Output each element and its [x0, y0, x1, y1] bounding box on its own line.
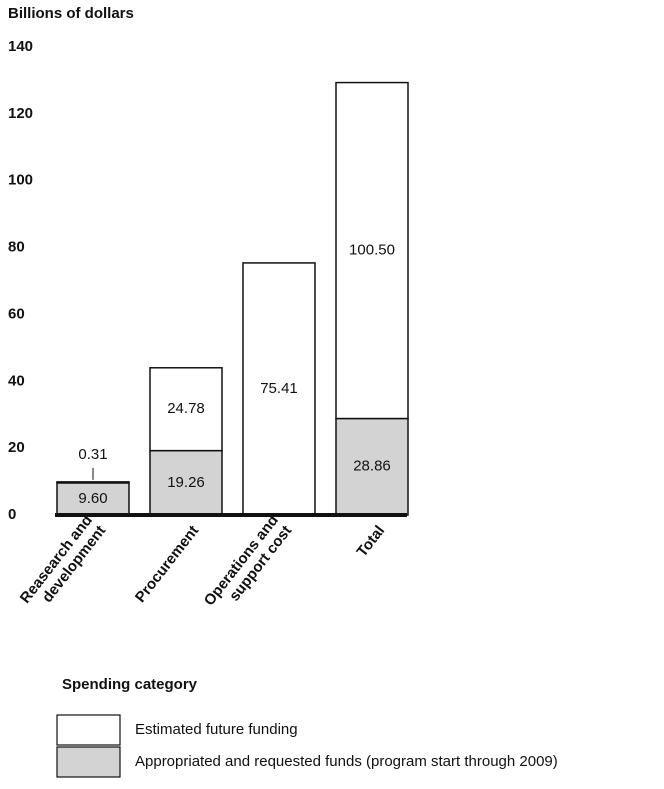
- bar-segment: [56, 482, 130, 516]
- y-axis-title: Billions of dollars: [8, 5, 134, 22]
- bar-segment: [149, 367, 223, 452]
- legend-label: Appropriated and requested funds (progra…: [135, 753, 558, 770]
- bar-segment: [56, 481, 130, 484]
- y-tick-label: 140: [8, 38, 33, 55]
- bar-segment: [335, 417, 409, 516]
- value-label: 24.78: [167, 400, 205, 417]
- value-label: 100.50: [349, 242, 395, 259]
- value-label: 19.26: [167, 474, 205, 491]
- x-tick-label-group: Total: [354, 522, 389, 560]
- legend-swatch: [56, 746, 121, 778]
- y-tick-label: 20: [8, 439, 25, 456]
- value-label: 75.41: [260, 380, 298, 397]
- bar-segment: [149, 449, 223, 516]
- y-tick-label: 100: [8, 172, 33, 189]
- y-tick-label: 120: [8, 105, 33, 122]
- x-axis-title: Spending category: [62, 676, 198, 693]
- y-tick-label: 60: [8, 305, 25, 322]
- value-label: 0.31: [78, 446, 107, 463]
- y-tick-label: 0: [8, 506, 16, 523]
- y-tick-label: 80: [8, 239, 25, 256]
- bar-segment: [242, 262, 316, 516]
- x-tick-label: Procurement: [132, 522, 202, 605]
- y-tick-label: 40: [8, 372, 25, 389]
- x-tick-label-group: Procurement: [132, 522, 202, 605]
- legend-swatch: [56, 714, 121, 746]
- bar-segment: [335, 81, 409, 420]
- x-tick-label: Total: [354, 522, 389, 560]
- value-label: 9.60: [78, 490, 107, 507]
- value-label: 28.86: [353, 458, 391, 475]
- legend-label: Estimated future funding: [135, 721, 298, 738]
